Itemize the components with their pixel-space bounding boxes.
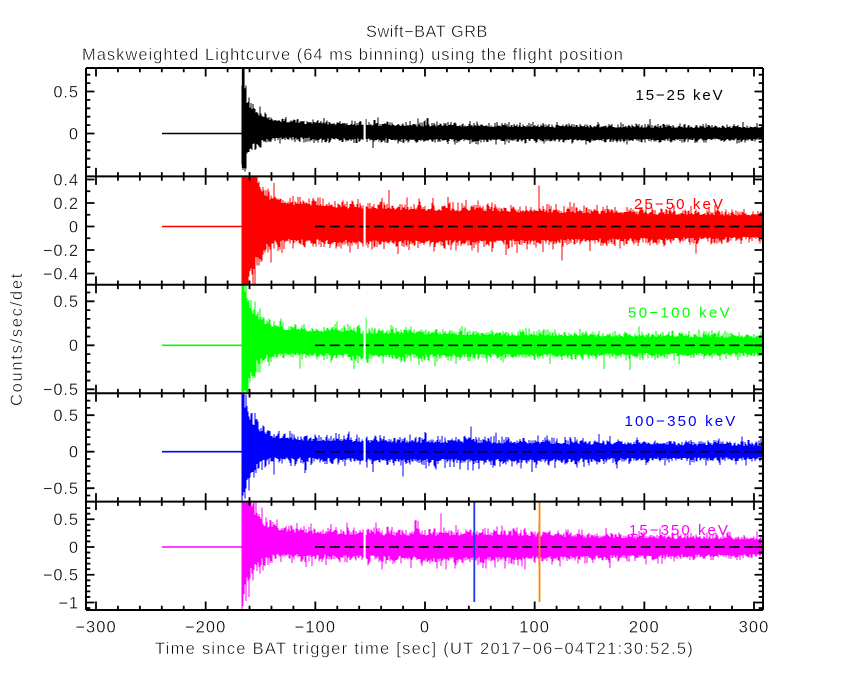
svg-text:50−100 keV: 50−100 keV (628, 304, 732, 321)
svg-text:0.5: 0.5 (53, 83, 79, 101)
svg-text:−0.2: −0.2 (43, 242, 79, 260)
svg-text:0: 0 (69, 125, 79, 143)
svg-text:−100: −100 (295, 618, 337, 636)
svg-text:−1: −1 (58, 594, 79, 612)
svg-text:−0.4: −0.4 (43, 265, 79, 283)
svg-text:Swift−BAT GRB: Swift−BAT GRB (366, 23, 488, 41)
svg-text:Time since BAT trigger time [s: Time since BAT trigger time [sec] (UT 20… (155, 640, 694, 658)
svg-text:300: 300 (739, 618, 770, 636)
svg-text:200: 200 (629, 618, 660, 636)
svg-text:0: 0 (69, 444, 79, 462)
svg-text:−200: −200 (185, 618, 227, 636)
svg-text:0.5: 0.5 (53, 511, 79, 529)
svg-text:100−350 keV: 100−350 keV (624, 413, 737, 430)
svg-text:−0.5: −0.5 (43, 381, 79, 399)
svg-text:25−50 keV: 25−50 keV (634, 196, 725, 213)
svg-text:−300: −300 (75, 618, 117, 636)
svg-text:Maskweighted Lightcurve (64 ms: Maskweighted Lightcurve (64 ms binning) … (82, 46, 624, 64)
svg-text:0: 0 (69, 337, 79, 355)
svg-text:100: 100 (519, 618, 550, 636)
svg-text:0.5: 0.5 (53, 293, 79, 311)
svg-text:0: 0 (69, 539, 79, 557)
svg-text:15−25 keV: 15−25 keV (636, 87, 725, 104)
svg-text:0: 0 (420, 618, 430, 636)
svg-text:0: 0 (69, 218, 79, 236)
svg-text:Counts/sec/det: Counts/sec/det (8, 272, 26, 406)
svg-text:0.5: 0.5 (53, 407, 79, 425)
svg-text:15−350 keV: 15−350 keV (629, 522, 730, 539)
svg-text:−0.5: −0.5 (43, 567, 79, 585)
svg-text:0.2: 0.2 (53, 195, 79, 213)
svg-text:0.4: 0.4 (53, 171, 79, 189)
svg-text:−0.5: −0.5 (43, 480, 79, 498)
